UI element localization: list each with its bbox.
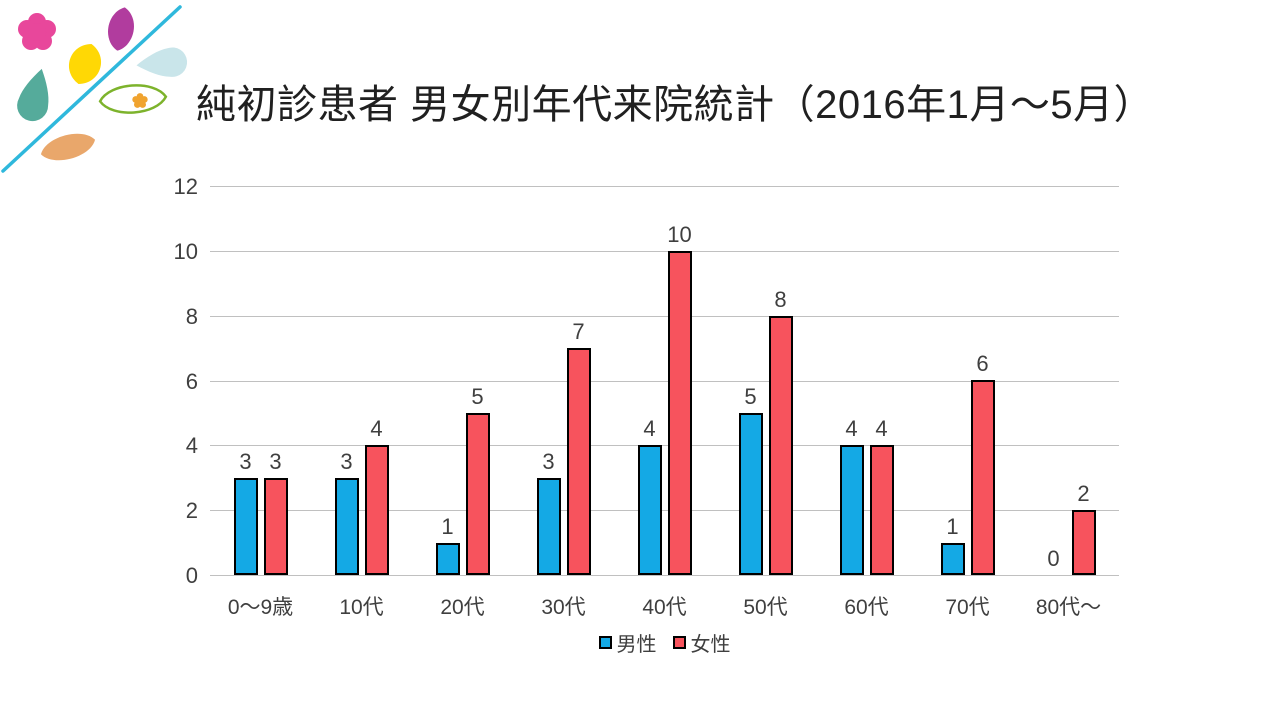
x-axis-label-6: 60代 [844, 596, 889, 619]
orange-leaf-icon [40, 133, 96, 161]
y-axis-tick-label: 6 [185, 369, 198, 394]
bar-female-0 [263, 478, 288, 575]
x-axis-label-1: 10代 [339, 596, 384, 619]
legend-label-female: 女性 [690, 634, 731, 656]
value-label-female-1: 4 [370, 416, 383, 441]
value-label-male-8: 0 [1047, 546, 1060, 571]
value-label-female-3: 7 [572, 319, 585, 344]
chart-legend: 男性 女性 [210, 628, 1119, 657]
gridline-2 [210, 510, 1119, 511]
pink-flower-icon [18, 13, 56, 50]
y-axis-tick-label: 10 [173, 239, 198, 264]
value-label-female-5: 8 [774, 287, 787, 312]
decorative-leaves-logo [1, 5, 188, 173]
value-label-female-8: 2 [1077, 481, 1090, 506]
bar-male-1 [334, 478, 359, 575]
x-axis-label-8: 80代～ [1035, 596, 1102, 619]
x-axis-label-3: 30代 [541, 596, 586, 619]
bar-female-1 [364, 445, 389, 575]
legend-item-female: 女性 [672, 628, 731, 657]
gridline-8 [210, 316, 1119, 317]
value-label-male-0: 3 [239, 449, 252, 474]
teal-leaf-icon [17, 68, 49, 122]
value-label-female-2: 5 [471, 384, 484, 409]
gridline-6 [210, 381, 1119, 382]
y-axis-tick-label: 4 [185, 433, 198, 458]
plot-area: 0 2 4 6 8 10 12 0～9歳 3 3 10代 3 4 20代 1 5 30代 3 7 40代 4 10 50代 5… [174, 174, 1119, 619]
bar-female-8 [1071, 510, 1096, 575]
gridline-4 [210, 445, 1119, 446]
value-label-female-4: 10 [667, 222, 692, 247]
yellow-leaf-icon [69, 44, 101, 84]
value-label-female-7: 6 [976, 351, 989, 376]
value-label-male-3: 3 [542, 449, 555, 474]
value-label-male-4: 4 [643, 416, 656, 441]
bar-female-2 [465, 413, 490, 575]
value-label-male-2: 1 [441, 514, 454, 539]
bar-male-2 [435, 543, 460, 575]
x-axis-label-4: 40代 [642, 596, 687, 619]
value-label-female-6: 4 [875, 416, 888, 441]
gridline-12 [210, 186, 1119, 187]
bar-female-4 [667, 251, 692, 575]
x-axis-label-0: 0～9歳 [227, 596, 294, 619]
legend-swatch-female [672, 636, 686, 649]
x-axis-label-2: 20代 [440, 596, 485, 619]
value-label-female-0: 3 [269, 449, 282, 474]
legend-swatch-male [598, 636, 612, 649]
value-label-male-7: 1 [946, 514, 959, 539]
bar-male-4 [637, 445, 662, 575]
legend-item-male: 男性 [598, 628, 657, 657]
light-blue-leaf-icon [136, 47, 188, 77]
y-axis-tick-label: 8 [185, 304, 198, 329]
bar-male-7 [940, 543, 965, 575]
bar-female-3 [566, 348, 591, 575]
gridline-0 [210, 575, 1119, 576]
bar-female-7 [970, 380, 995, 575]
chart-title: 純初診患者 男女別年代来院統計（2016年1月～5月） [196, 83, 1155, 127]
x-axis-label-7: 70代 [945, 596, 990, 619]
y-axis-tick-label: 2 [185, 498, 198, 523]
bar-male-3 [536, 478, 561, 575]
bar-male-6 [839, 445, 864, 575]
bar-male-5 [738, 413, 763, 575]
value-label-male-6: 4 [845, 416, 858, 441]
magenta-leaf-icon [108, 7, 134, 51]
x-axis-label-5: 50代 [743, 596, 788, 619]
y-axis-tick-label: 0 [185, 563, 198, 588]
y-axis-tick-label: 12 [173, 174, 198, 199]
gridline-10 [210, 251, 1119, 252]
bar-male-0 [233, 478, 258, 575]
branch-line-icon [1, 5, 182, 173]
bar-female-6 [869, 445, 894, 575]
legend-label-male: 男性 [616, 634, 657, 656]
orange-flower-icon [132, 93, 148, 108]
value-label-male-1: 3 [340, 449, 353, 474]
value-label-male-5: 5 [744, 384, 757, 409]
bar-female-5 [768, 316, 793, 575]
